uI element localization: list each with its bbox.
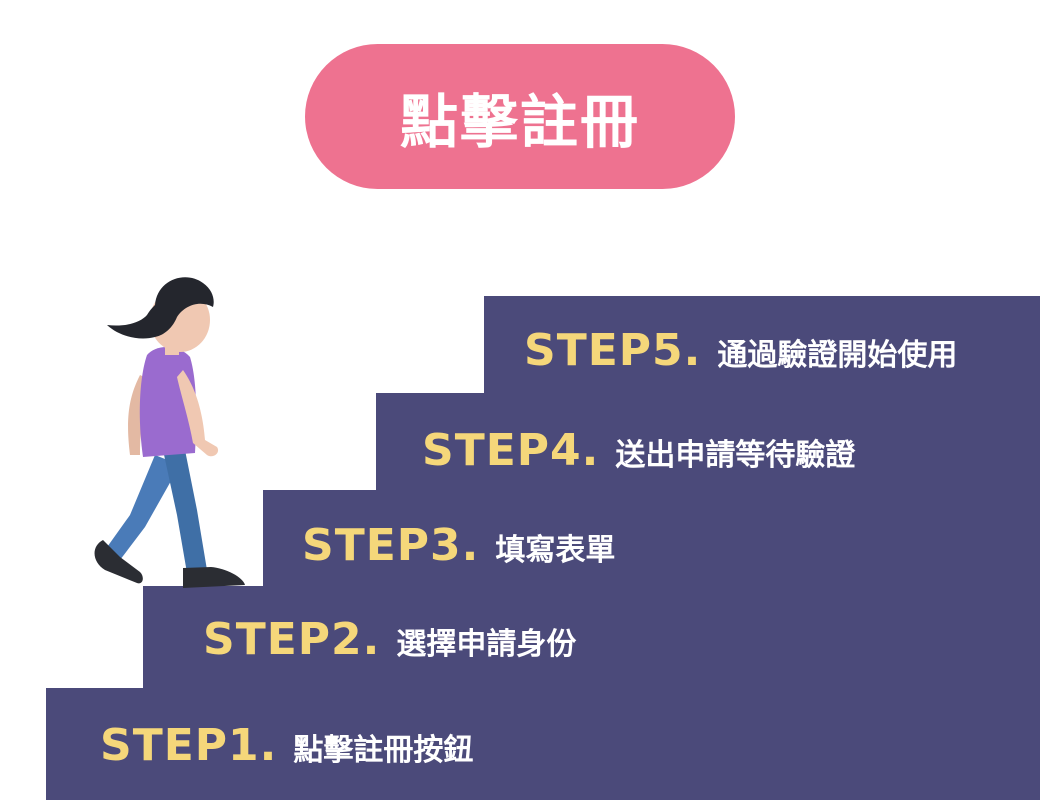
step-5-text: 通過驗證開始使用 xyxy=(717,338,958,373)
step-3-text: 填寫表單 xyxy=(495,533,616,568)
step-2: STEP2. 選擇申請身份 xyxy=(203,614,576,665)
step-4-number: STEP4. xyxy=(422,425,600,476)
stair-step-1 xyxy=(46,688,1040,800)
walking-person-illustration xyxy=(94,277,245,588)
step-5: STEP5. 通過驗證開始使用 xyxy=(524,325,957,376)
stair-step-3 xyxy=(263,490,1040,588)
stair-step-2 xyxy=(143,586,1040,690)
step-1-text: 點擊註冊按鈕 xyxy=(293,733,474,768)
step-3-number: STEP3. xyxy=(302,520,480,571)
step-4: STEP4. 送出申請等待驗證 xyxy=(422,425,855,476)
step-2-number: STEP2. xyxy=(203,614,381,665)
step-3: STEP3. 填寫表單 xyxy=(302,520,615,571)
step-5-number: STEP5. xyxy=(524,325,702,376)
step-1-number: STEP1. xyxy=(100,720,278,771)
step-2-text: 選擇申請身份 xyxy=(396,627,577,662)
title-pill: 點擊註冊 xyxy=(305,44,735,189)
page-title: 點擊註冊 xyxy=(399,87,640,156)
step-1: STEP1. 點擊註冊按鈕 xyxy=(100,720,473,771)
stair-step-5 xyxy=(484,296,1040,395)
stair-step-4 xyxy=(376,393,1040,492)
step-4-text: 送出申請等待驗證 xyxy=(615,438,856,473)
